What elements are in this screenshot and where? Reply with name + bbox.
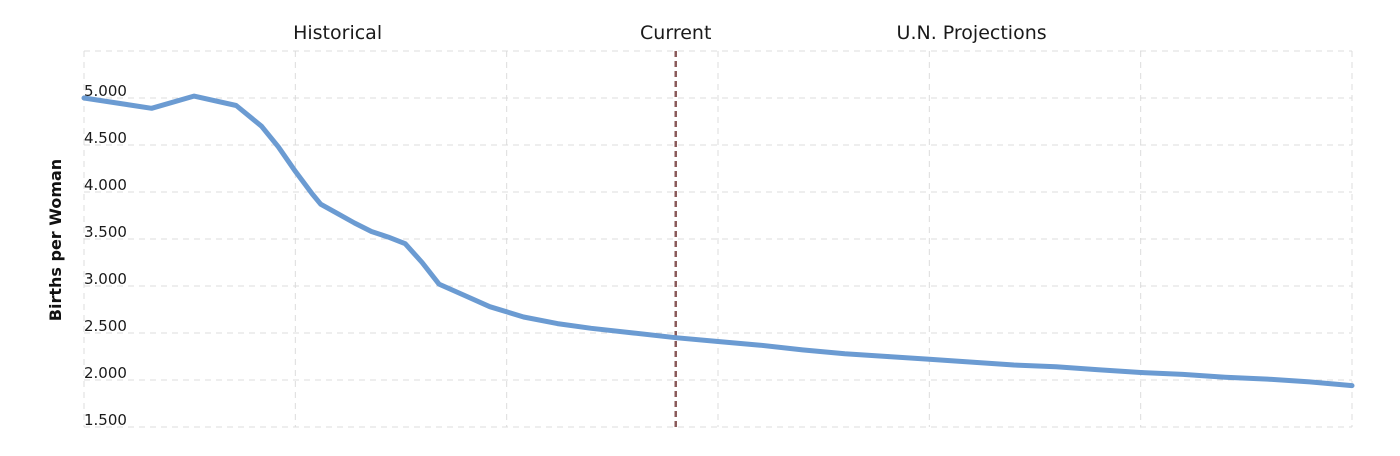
y-tick-label: 5.000 [84,82,127,100]
period-label: U.N. Projections [897,22,1047,44]
period-labels: Historical Current U.N. Projections [293,22,1047,44]
period-label: Current [640,22,711,44]
grid-layer [83,50,1353,428]
y-tick-labels: 5.000 4.500 4.000 3.500 3.000 2.500 2.000 1.500 [84,82,127,429]
y-tick-label: 2.000 [84,364,127,382]
y-tick-label: 3.500 [84,223,127,241]
series-layer [81,93,1355,389]
y-tick-label: 4.500 [84,129,127,147]
y-tick-label: 1.500 [84,411,127,429]
y-tick-label: 2.500 [84,317,127,335]
y-axis-label: Births per Woman [46,159,65,321]
period-label: Historical [293,22,382,44]
y-tick-label: 3.000 [84,270,127,288]
y-tick-label: 4.000 [84,176,127,194]
fertility-series-line [81,93,1355,389]
